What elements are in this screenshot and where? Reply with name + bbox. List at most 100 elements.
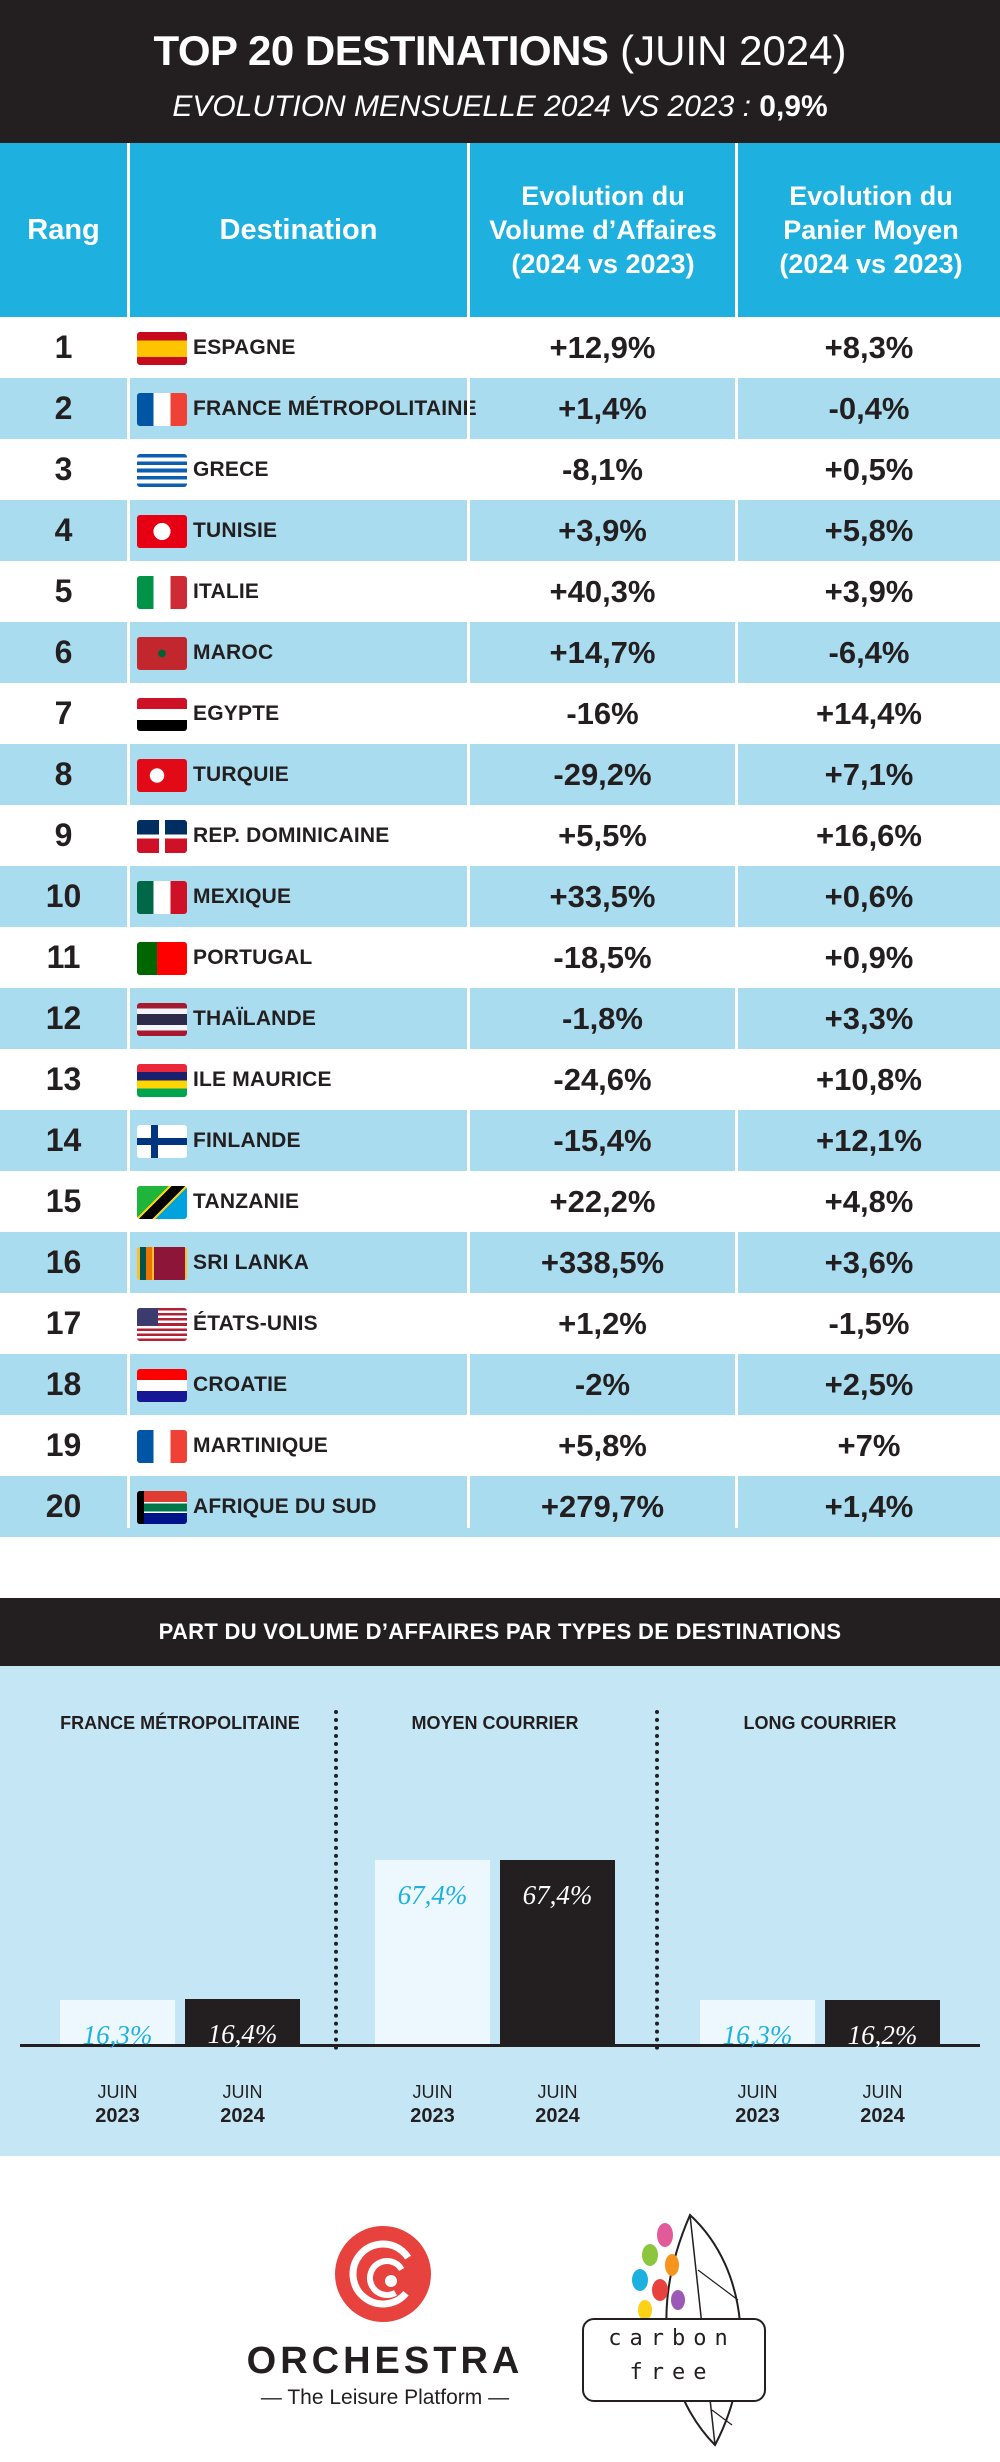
tunisia-flag-icon [137, 515, 187, 548]
group-label-long-courrier: LONG COURRIER [743, 1713, 897, 1733]
volume-cell: +279,7% [540, 1488, 665, 1524]
table-row: 11 PORTUGAL -18,5% +0,9% [0, 927, 1000, 988]
usa-flag-icon [137, 1308, 187, 1341]
panier-cell: -0,4% [828, 390, 910, 426]
sri-lanka-flag-icon [137, 1247, 187, 1280]
rank-cell: 9 [54, 817, 73, 853]
destination-cell: FINLANDE [193, 1128, 301, 1152]
column-header-panier: Evolution du Panier Moyen (2024 vs 2023) [779, 181, 963, 279]
panier-cell: +4,8% [824, 1183, 914, 1219]
x-axis-label: JUIN 2023 [95, 2082, 140, 2127]
volume-cell: -15,4% [553, 1122, 652, 1158]
x-axis-label: JUIN 2024 [860, 2082, 905, 2127]
column-header-volume: Evolution du Volume d’Affaires (2024 vs … [489, 181, 717, 279]
italy-flag-icon [137, 576, 187, 609]
panier-cell: +16,6% [815, 817, 922, 853]
egypt-flag-icon [137, 698, 187, 731]
table-row: 10 MEXIQUE +33,5% +0,6% [0, 866, 1000, 927]
rank-cell: 20 [45, 1488, 82, 1524]
destination-cell: FRANCE MÉTROPOLITAINE [193, 396, 477, 420]
bar-value-label: 67,4% [522, 1880, 593, 1910]
turkey-flag-icon [137, 759, 187, 792]
page-subtitle: EVOLUTION MENSUELLE 2024 VS 2023 : 0,9% [172, 90, 828, 123]
table-row: 8 TURQUIE -29,2% +7,1% [0, 744, 1000, 805]
portugal-flag-icon [137, 942, 187, 975]
column-header-rank: Rang [27, 214, 100, 246]
column-divider [127, 143, 130, 1528]
destination-cell: PORTUGAL [193, 945, 313, 969]
volume-cell: -8,1% [562, 451, 643, 487]
bar-value-label: 16,3% [722, 2020, 793, 2050]
panier-cell: +7% [837, 1427, 901, 1463]
volume-cell: -16% [566, 695, 639, 731]
volume-cell: +5,8% [558, 1427, 647, 1463]
mauritius-flag-icon [137, 1064, 187, 1097]
spain-flag-icon [137, 332, 187, 365]
panier-cell: +0,5% [824, 451, 914, 487]
bar-value-label: 67,4% [397, 1880, 468, 1910]
column-divider [735, 143, 738, 1528]
rank-cell: 11 [46, 939, 81, 975]
panier-cell: +10,8% [815, 1061, 922, 1097]
column-divider [467, 143, 470, 1528]
volume-cell: -18,5% [553, 939, 652, 975]
volume-cell: -2% [574, 1366, 631, 1402]
destination-cell: AFRIQUE DU SUD [193, 1494, 377, 1518]
column-header-destination: Destination [219, 214, 378, 246]
bar-value-label: 16,4% [207, 2019, 278, 2049]
orchestra-swirl-icon [349, 2240, 417, 2308]
volume-cell: -1,8% [562, 1000, 643, 1036]
volume-cell: -29,2% [553, 756, 652, 792]
volume-cell: +1,4% [558, 390, 647, 426]
table-row: 16 SRI LANKA +338,5% +3,6% [0, 1232, 1000, 1293]
panier-cell: +2,5% [824, 1366, 914, 1402]
croatia-flag-icon [137, 1369, 187, 1402]
destination-cell: ESPAGNE [193, 335, 296, 359]
panier-cell: +8,3% [824, 329, 914, 365]
volume-cell: +338,5% [540, 1244, 665, 1280]
panier-cell: +0,6% [824, 878, 914, 914]
table-row: 3 GRECE -8,1% +0,5% [0, 439, 1000, 500]
volume-cell: -24,6% [553, 1061, 652, 1097]
tanzania-flag-icon [137, 1186, 187, 1219]
bar-value-label: 16,3% [82, 2020, 153, 2050]
martinique-flag-icon [137, 1430, 187, 1463]
thailand-flag-icon [137, 1003, 187, 1036]
orchestra-logo-icon [335, 2226, 431, 2322]
rank-cell: 5 [54, 573, 73, 609]
destination-cell: ÉTATS-UNIS [193, 1311, 318, 1335]
group-divider [334, 1710, 338, 2050]
destination-cell: TANZANIE [193, 1189, 300, 1213]
table-row: 15 TANZANIE +22,2% +4,8% [0, 1171, 1000, 1232]
x-axis-label: JUIN 2024 [220, 2082, 265, 2127]
south-africa-flag-icon [137, 1491, 187, 1524]
volume-cell: +14,7% [549, 634, 656, 670]
panier-cell: +0,9% [824, 939, 914, 975]
rank-cell: 12 [45, 1000, 82, 1036]
panier-cell: +5,8% [824, 512, 914, 548]
morocco-flag-icon [137, 637, 187, 670]
panier-cell: +14,4% [815, 695, 922, 731]
orchestra-brand: ORCHESTRA [246, 2340, 524, 2382]
destination-cell: REP. DOMINICAINE [193, 823, 390, 847]
panier-cell: +1,4% [824, 1488, 914, 1524]
bar-juin-2023-group-3 [700, 2000, 815, 2044]
greece-flag-icon [137, 454, 187, 487]
table-header: Rang Destination Evolution du Volume d’A… [0, 143, 1000, 317]
volume-cell: +1,2% [558, 1305, 647, 1341]
carbon-free-text-carbon: carbon [608, 2326, 736, 2351]
rank-cell: 3 [54, 451, 73, 487]
volume-cell: +33,5% [549, 878, 656, 914]
rank-cell: 10 [45, 878, 82, 914]
rank-cell: 2 [54, 390, 73, 426]
panier-cell: +3,9% [824, 573, 914, 609]
rank-cell: 15 [45, 1183, 82, 1219]
table-row: 2 FRANCE MÉTROPOLITAINE +1,4% -0,4% [0, 378, 1000, 439]
orchestra-tagline: — The Leisure Platform — [260, 2386, 510, 2409]
table-row: 1 ESPAGNE +12,9% +8,3% [0, 317, 1000, 378]
bar-juin-2023-group-1 [60, 2000, 175, 2044]
rank-cell: 14 [45, 1122, 82, 1158]
group-label-moyen-courrier: MOYEN COURRIER [411, 1713, 579, 1733]
carbon-free-box [582, 2318, 766, 2402]
carbon-free-text-free: free [629, 2360, 715, 2385]
